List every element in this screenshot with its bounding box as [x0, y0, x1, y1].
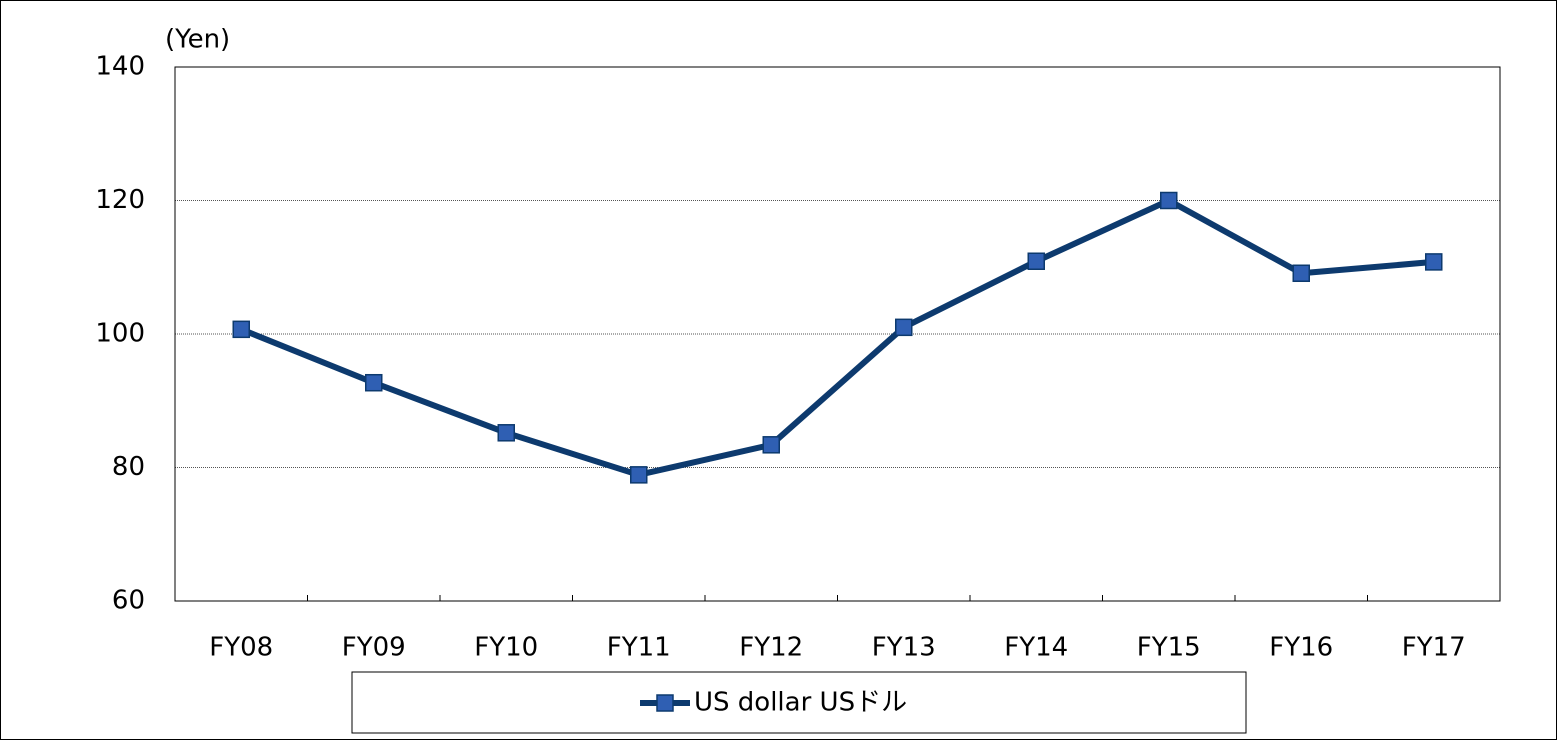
marker	[1027, 252, 1045, 270]
legend-box	[351, 671, 1247, 734]
marker	[232, 320, 250, 339]
x-tick-label: FY13	[872, 633, 936, 663]
marker	[497, 424, 515, 442]
y-tick-label: 100	[95, 319, 145, 349]
marker	[762, 436, 780, 454]
marker	[1292, 264, 1310, 283]
line	[240, 197, 1435, 478]
x-tick-label: FY17	[1402, 633, 1466, 663]
x-tick-label: FY11	[607, 633, 671, 663]
x-tick-label: FY12	[739, 633, 803, 663]
x-tick-label: FY16	[1269, 633, 1333, 663]
x-tick-label: FY14	[1004, 633, 1068, 663]
legend-marker	[656, 694, 674, 712]
y-tick-label: 60	[112, 586, 145, 616]
marker	[365, 373, 383, 392]
y-tick-label: 80	[112, 452, 145, 482]
marker	[1160, 191, 1178, 210]
x-tick-label: FY15	[1137, 633, 1201, 663]
legend-label: US dollar USドル	[694, 688, 907, 718]
y-tick-label: 120	[95, 185, 145, 215]
y-tick-label: 140	[95, 52, 145, 82]
x-tick-label: FY08	[209, 633, 273, 663]
x-tick-label: FY09	[342, 633, 406, 663]
x-tick-label: FY10	[474, 633, 538, 663]
marker	[630, 466, 648, 484]
marker	[1425, 253, 1443, 271]
y-axis-label: (Yen)	[165, 25, 230, 55]
marker	[895, 318, 913, 337]
